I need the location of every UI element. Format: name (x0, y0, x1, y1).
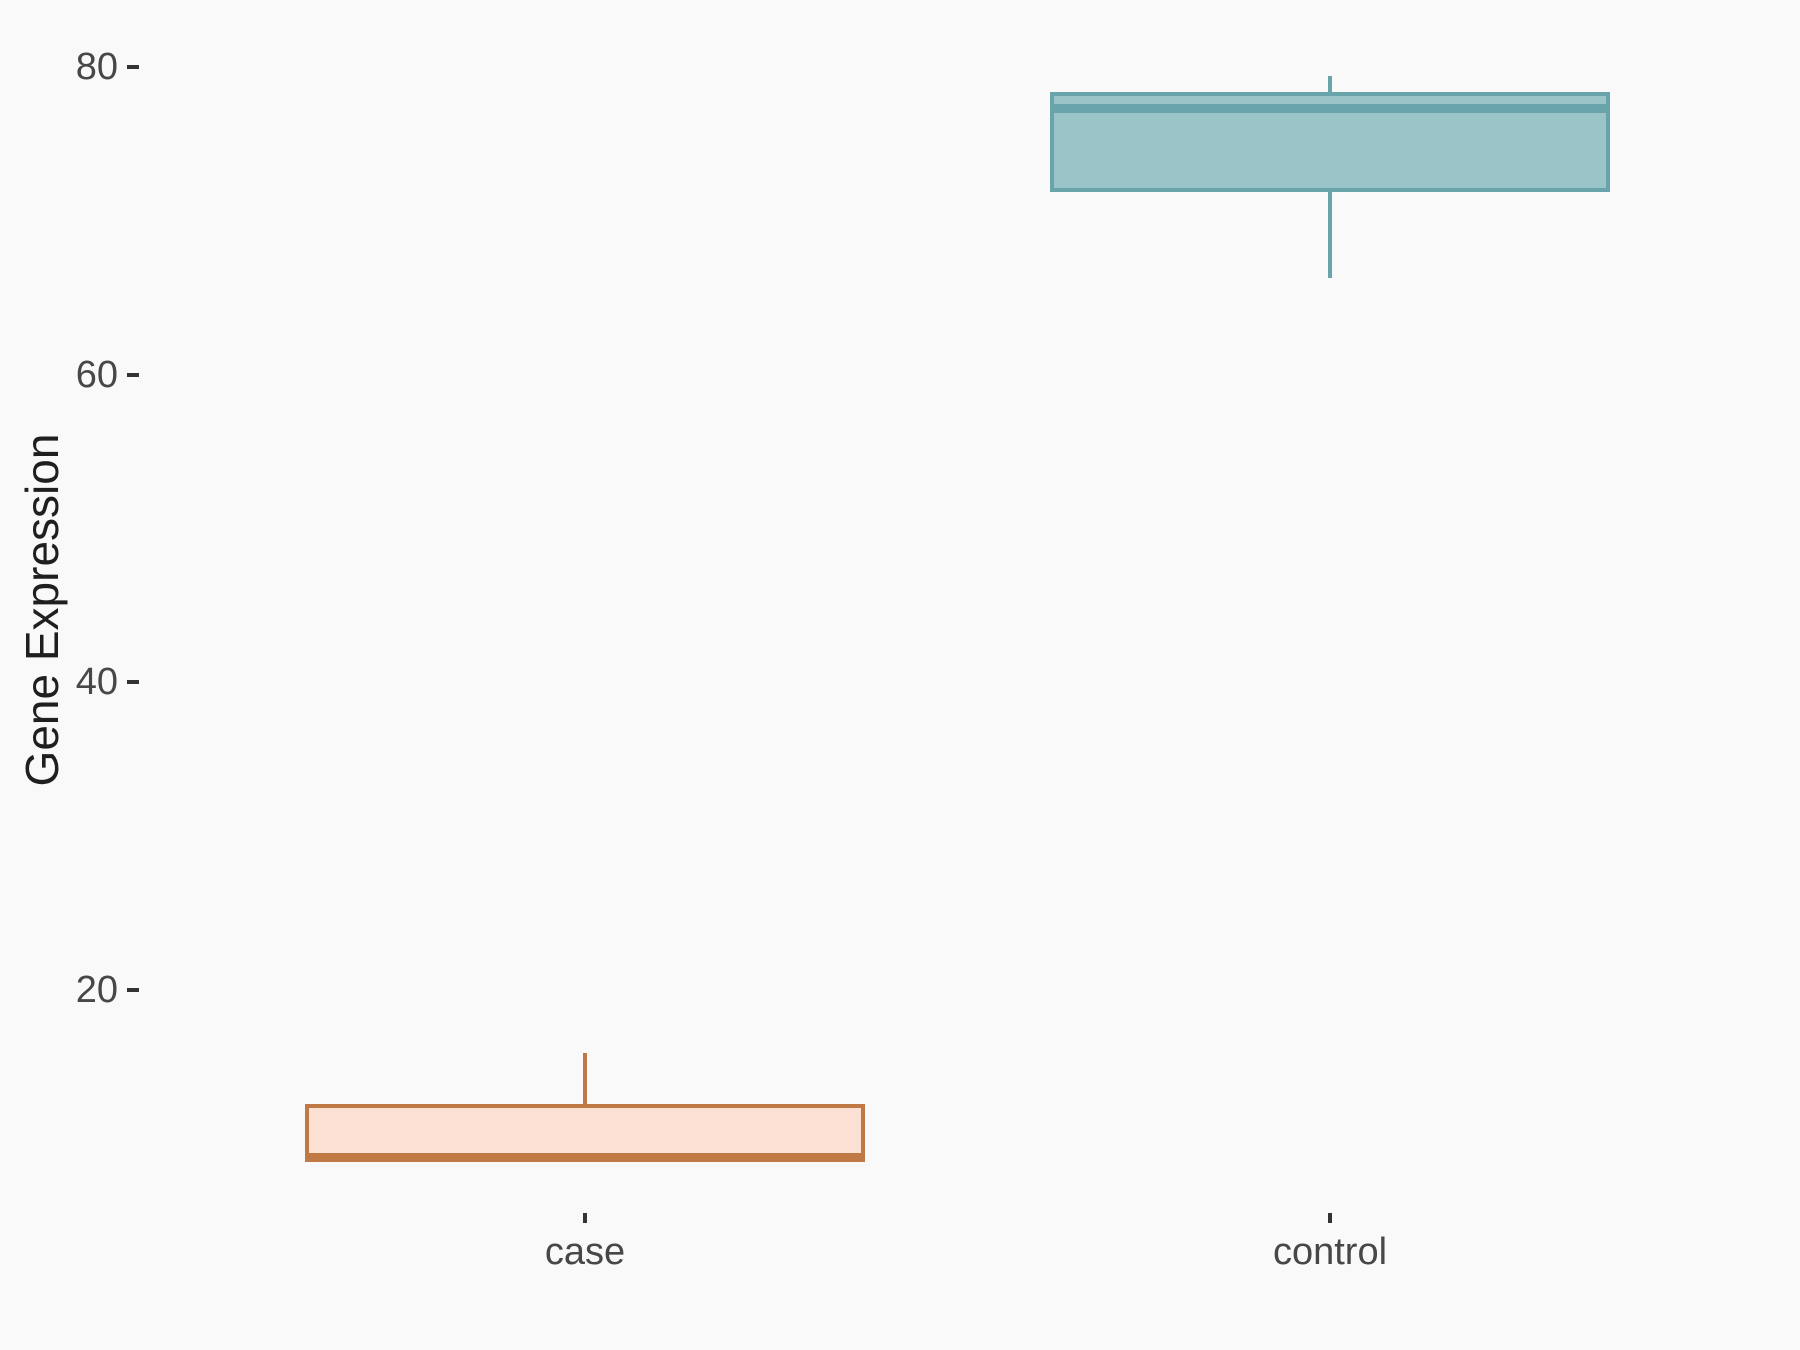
x-tick-label-case: case (544, 1231, 626, 1273)
lower-whisker-control (1328, 191, 1332, 278)
y-tick-mark (127, 372, 139, 377)
median-line-control (1050, 103, 1610, 113)
box-case (305, 1103, 865, 1158)
y-tick-mark (127, 988, 139, 992)
y-tick-mark (127, 64, 139, 69)
y-tick-label: 80 (75, 45, 118, 88)
y-tick-label: 40 (75, 661, 118, 704)
y-tick-label: 60 (75, 353, 118, 396)
y-axis-title: Gene Expression (16, 433, 68, 787)
y-tick-label: 20 (75, 969, 118, 1011)
median-line-case (305, 1153, 865, 1163)
upper-whisker-case (583, 1053, 587, 1104)
x-tick-mark (583, 1213, 587, 1223)
x-tick-label-control: control (1272, 1231, 1388, 1273)
y-tick-mark (127, 680, 139, 685)
upper-whisker-control (1328, 76, 1332, 92)
x-tick-mark (1328, 1213, 1332, 1223)
